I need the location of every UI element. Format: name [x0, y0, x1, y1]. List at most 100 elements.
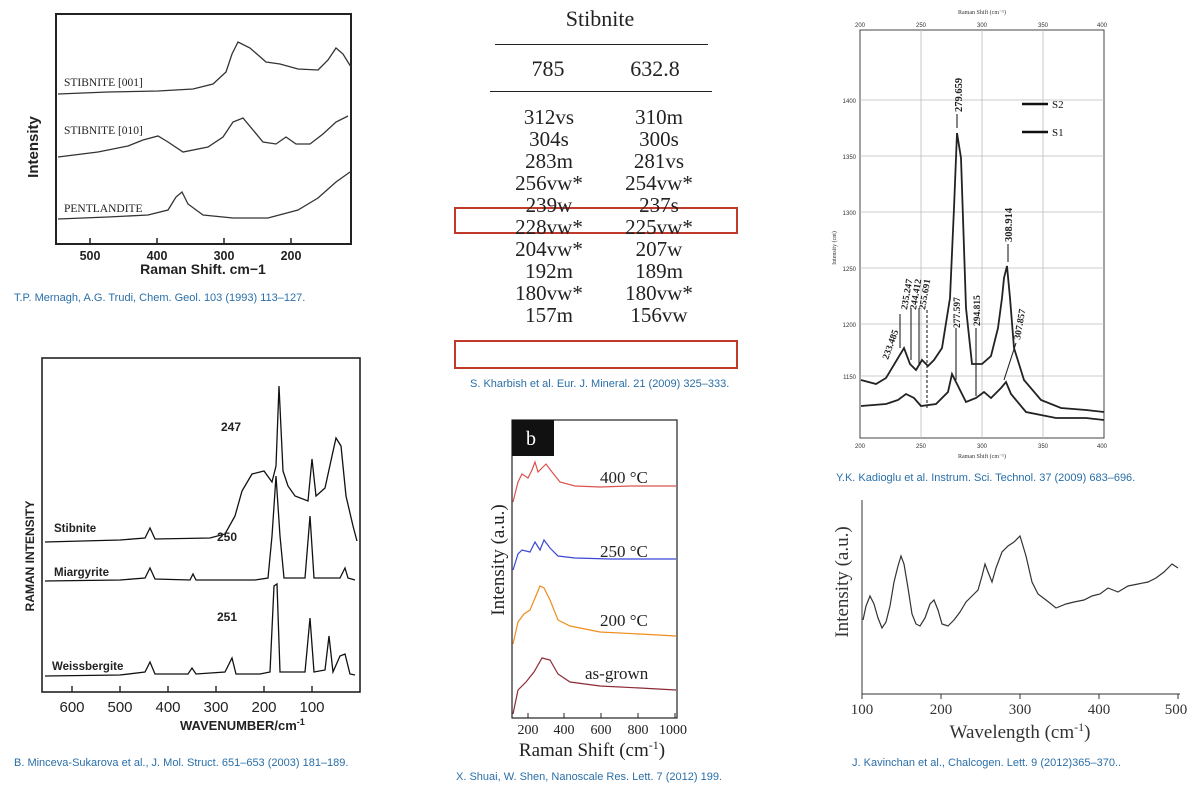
kadioglu-ytick: 1250 — [843, 267, 857, 273]
table-cell: 207w — [635, 237, 683, 261]
table-row: 204vw* 207w — [494, 238, 714, 260]
kadioglu-bottom-tick: 350 — [1038, 444, 1049, 450]
stibnite-table: 312vs 310m 304s 300s 283m 281vs 256vw* 254vw… — [494, 106, 714, 326]
kavinchan-tick-label: 400 — [1088, 702, 1111, 718]
table-cell: 204vw* — [515, 237, 583, 261]
table-title: Stibnite — [565, 6, 635, 31]
caption-kharbish: S. Kharbish et al. Eur. J. Mineral. 21 (… — [470, 378, 730, 390]
table-row: 157m 156vw — [494, 304, 714, 326]
table-row: 283m 281vs — [494, 150, 714, 172]
table-cell: 180vw* — [625, 281, 693, 305]
kadioglu-bottom-tick: 200 — [855, 444, 866, 450]
shuai-series-400 — [512, 460, 676, 503]
kadioglu-peak-label: 294.815 — [973, 295, 983, 326]
kadioglu-ytick: 1400 — [843, 99, 857, 105]
kadioglu-top-tick: 300 — [977, 23, 988, 29]
mernagh-tick-label: 300 — [214, 249, 235, 263]
mernagh-tick-label: 400 — [147, 249, 168, 263]
mernagh-tick-label: 500 — [80, 249, 101, 263]
table-cell: 192m — [525, 259, 573, 283]
kadioglu-top-tick: 350 — [1038, 23, 1049, 29]
kadioglu-peak-label: 277.597 — [953, 297, 963, 328]
shuai-badge: b — [526, 428, 536, 450]
kadioglu-series-s1 — [860, 371, 1105, 421]
table-title-rule — [495, 44, 708, 45]
table-header-785: 785 — [531, 56, 565, 81]
kadioglu-top-label: Raman Shift (cm⁻¹) — [958, 9, 1006, 16]
minceva-peak-label: 247 — [221, 420, 241, 434]
shuai-series-label-200: 200 °C — [600, 611, 648, 630]
mernagh-ylabel: Intensity — [25, 116, 42, 178]
kadioglu-ytick: 1200 — [843, 323, 857, 329]
shuai-ticks — [527, 713, 676, 718]
shuai-tick-label: 600 — [591, 723, 612, 738]
kadioglu-ytick: 1300 — [843, 211, 857, 217]
shuai-series-200 — [512, 585, 677, 645]
table-highlight-239 — [454, 207, 738, 234]
caption-shuai: X. Shuai, W. Shen, Nanoscale Res. Lett. … — [456, 771, 722, 783]
table-cell: 156vw — [630, 303, 688, 327]
mernagh-xlabel: Raman Shift, cm−1 — [140, 261, 266, 274]
shuai-tick-label: 200 — [518, 723, 539, 738]
mernagh-label-001: STIBNITE [001] — [64, 77, 143, 89]
minceva-series-stibnite — [44, 385, 358, 543]
kadioglu-chart: Raman Shift (cm⁻¹) 200 250 300 350 400 I… — [831, 9, 1108, 460]
mernagh-chart: Intensity STIBNITE [001] STIBNITE [010] … — [25, 13, 352, 277]
table-header-rule — [490, 91, 712, 92]
minceva-tick-label: 500 — [107, 699, 132, 716]
minceva-peak-label: 251 — [217, 610, 237, 624]
shuai-series-250 — [512, 538, 676, 571]
kadioglu-ytick: 1350 — [843, 155, 857, 161]
shuai-xlabel: Raman Shift (cm-1) — [519, 738, 665, 761]
table-cell: 310m — [635, 105, 683, 129]
minceva-label-weissbergite: Weissbergite — [52, 661, 123, 673]
mernagh-label-pentlandite: PENTLANDITE — [64, 203, 143, 215]
table-cell: 283m — [525, 149, 573, 173]
table-row: 239w 237s — [494, 194, 714, 216]
table-cell: 300s — [639, 127, 679, 151]
table-row: 256vw* 254vw* — [494, 172, 714, 194]
shuai-plot-frame — [511, 419, 678, 719]
kadioglu-grid — [860, 30, 1104, 438]
shuai-ylabel: Intensity (a.u.) — [488, 504, 509, 615]
mernagh-ticks — [89, 238, 292, 244]
table-cell: 237s — [639, 193, 679, 217]
minceva-chart: RAMAN INTENSITY Stibnite Miargyrite Weis… — [23, 357, 361, 733]
shuai-series-label-250: 250 °C — [600, 542, 648, 561]
minceva-ticks — [71, 686, 313, 692]
shuai-tick-label: 1000 — [659, 723, 687, 738]
kadioglu-series-s2 — [860, 132, 1105, 413]
table-row: 312vs 310m — [494, 106, 714, 128]
mernagh-series-pentlandite — [57, 171, 351, 220]
panel-minceva: RAMAN INTENSITY Stibnite Miargyrite Weis… — [20, 356, 365, 736]
kadioglu-bottom-tick: 250 — [916, 444, 927, 450]
kadioglu-bottom-tick: 300 — [977, 444, 988, 450]
kavinchan-chart: Intensity (a.u.) 100 200 300 400 500 Wav… — [832, 500, 1187, 743]
table-row: 228vw* 225vw* — [494, 216, 714, 238]
caption-mernagh: T.P. Mernagh, A.G. Trudi, Chem. Geol. 10… — [14, 292, 306, 304]
panel-kadioglu: Raman Shift (cm⁻¹) 200 250 300 350 400 I… — [826, 8, 1116, 460]
table-highlight-157 — [454, 340, 738, 369]
caption-minceva: B. Minceva-Sukarova et al., J. Mol. Stru… — [14, 757, 349, 769]
kavinchan-tick-label: 200 — [930, 702, 953, 718]
table-cell: 157m — [525, 303, 573, 327]
kavinchan-xlabel: Wavelength (cm-1) — [950, 720, 1091, 743]
kadioglu-top-tick: 200 — [855, 23, 866, 29]
table-header-632: 632.8 — [630, 56, 680, 81]
shuai-tick-label: 400 — [554, 723, 575, 738]
minceva-tick-label: 300 — [203, 699, 228, 716]
minceva-series-weissbergite — [44, 582, 356, 677]
mernagh-plot-frame — [55, 13, 352, 245]
table-cell: 239w — [525, 193, 573, 217]
kadioglu-legend-s1: S1 — [1052, 127, 1064, 139]
mernagh-label-010: STIBNITE [010] — [64, 125, 143, 137]
kadioglu-bottom-tick: 400 — [1097, 444, 1108, 450]
kavinchan-ylabel: Intensity (a.u.) — [832, 526, 853, 637]
table-cell: 225vw* — [625, 215, 693, 239]
minceva-peak-label: 250 — [217, 530, 237, 544]
table-cell: 281vs — [633, 149, 685, 173]
minceva-series-miargyrite — [44, 475, 356, 582]
panel-shuai: b Intensity (a.u.) 400 °C 250 °C 200 °C … — [480, 412, 700, 762]
table-cell: 312vs — [523, 105, 575, 129]
minceva-tick-label: 100 — [299, 699, 324, 716]
